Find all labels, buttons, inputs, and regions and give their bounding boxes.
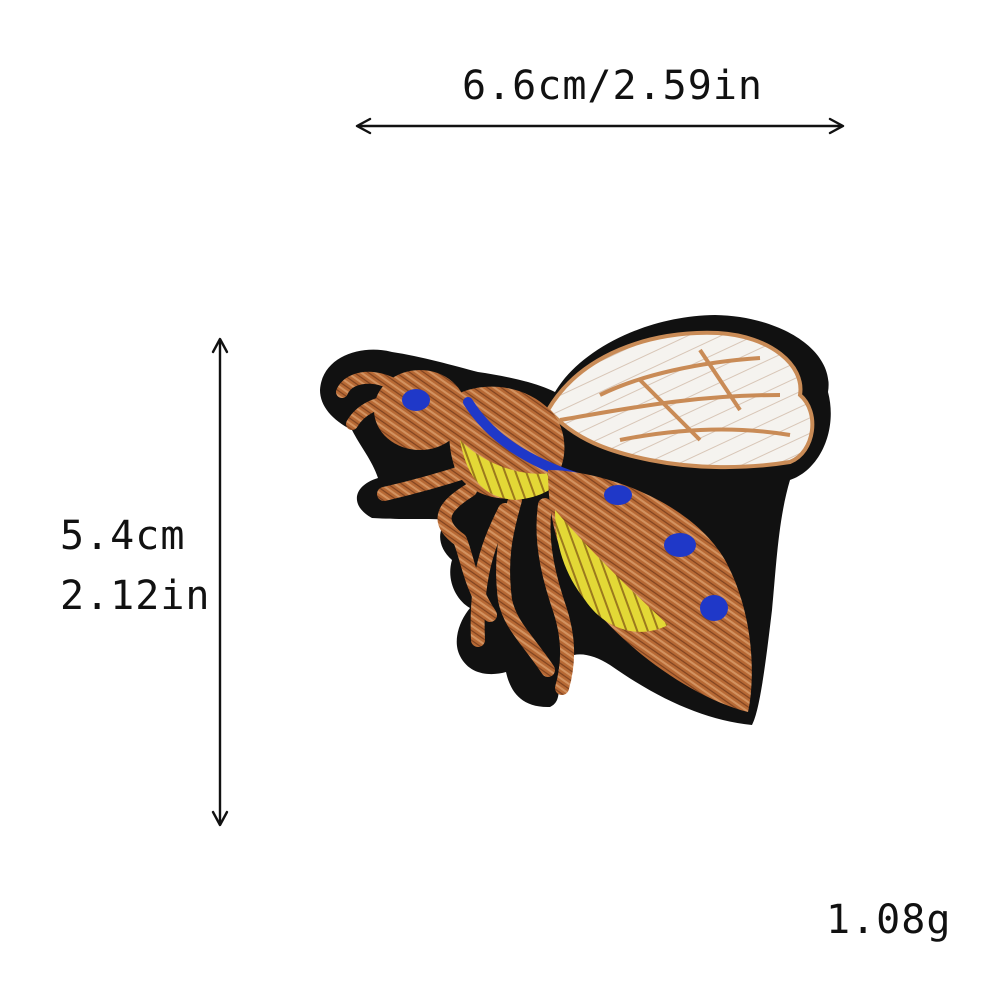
bee-head <box>374 370 466 450</box>
height-dimension-cm-label: 5.4cm <box>60 513 186 559</box>
weight-label: 1.08g <box>826 897 952 943</box>
bee-legs <box>377 463 575 695</box>
bee-eye <box>402 389 430 411</box>
width-dimension-label: 6.6cm/2.59in <box>462 63 763 109</box>
bee-wing <box>545 330 815 470</box>
bee-patch-image <box>320 315 831 725</box>
double-arrow-vertical-icon <box>211 337 229 827</box>
height-dimension-in-label: 2.12in <box>60 573 211 619</box>
double-arrow-horizontal-icon <box>355 117 845 135</box>
bee-abdomen <box>548 470 752 712</box>
